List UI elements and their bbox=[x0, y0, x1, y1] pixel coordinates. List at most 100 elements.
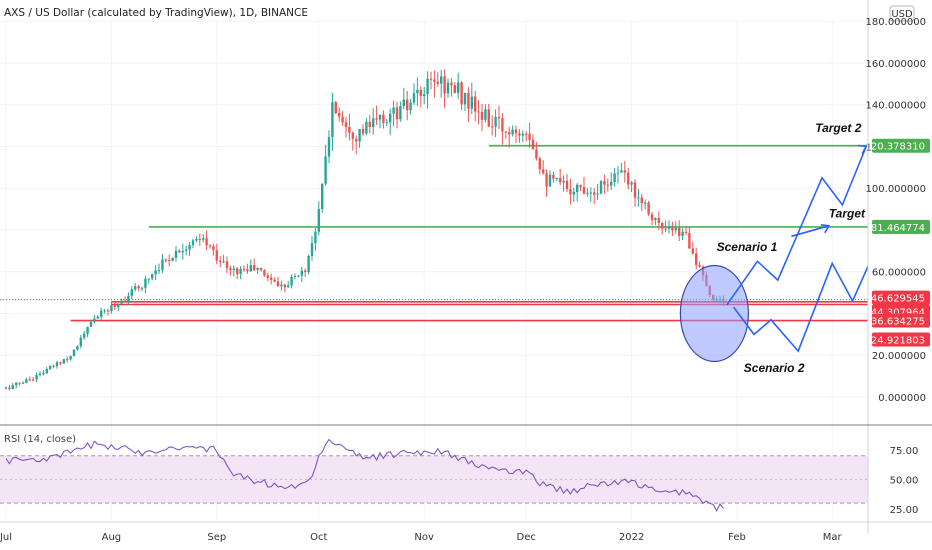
y-tick-label: 100.000000 bbox=[866, 184, 926, 195]
candle-up bbox=[572, 191, 575, 195]
candle-up bbox=[630, 182, 633, 185]
candle-down bbox=[504, 131, 507, 133]
candle-up bbox=[117, 303, 120, 308]
y-tick-label: 0.000000 bbox=[878, 393, 926, 404]
candle-up bbox=[307, 255, 310, 273]
level-tag bbox=[872, 219, 930, 234]
candle-up bbox=[188, 245, 191, 250]
y-tick-label: 140.000000 bbox=[866, 101, 926, 112]
candle-up bbox=[616, 172, 620, 174]
scenario-2-label: Scenario 2 bbox=[744, 361, 805, 375]
candle-up bbox=[586, 192, 589, 194]
candle-up bbox=[681, 231, 684, 236]
candle-down bbox=[579, 184, 582, 188]
candle-down bbox=[695, 253, 698, 265]
y-tick-label: 180.000000 bbox=[866, 17, 926, 28]
candle-down bbox=[678, 227, 681, 236]
candle-up bbox=[42, 373, 45, 375]
scenario-1-arrow-target-1 bbox=[791, 225, 830, 238]
candle-up bbox=[358, 129, 361, 142]
candle-up bbox=[470, 96, 473, 109]
candle-down bbox=[106, 310, 110, 312]
candle-up bbox=[100, 310, 103, 317]
candle-down bbox=[8, 387, 11, 390]
candle-down bbox=[480, 111, 484, 120]
candle-down bbox=[253, 265, 256, 270]
candle-down bbox=[368, 121, 371, 127]
candle-down bbox=[341, 116, 344, 123]
level-tag bbox=[872, 313, 930, 328]
candle-up bbox=[232, 268, 235, 271]
level-tag bbox=[872, 290, 930, 305]
candle-down bbox=[236, 268, 239, 274]
candle-down bbox=[270, 277, 273, 280]
candle-up bbox=[317, 209, 320, 232]
x-tick-label: Mar bbox=[823, 532, 843, 543]
candle-up bbox=[521, 133, 524, 136]
target-1-label: Target 1 bbox=[829, 206, 876, 220]
candle-up bbox=[440, 76, 443, 84]
scenario-circle bbox=[679, 264, 750, 363]
candle-up bbox=[11, 385, 14, 390]
scenario-1-label: Scenario 1 bbox=[717, 240, 778, 254]
candle-up bbox=[385, 122, 388, 124]
x-tick-label: Aug bbox=[102, 532, 122, 543]
level-tag-label: 120.378310 bbox=[865, 142, 925, 153]
candle-up bbox=[49, 365, 52, 369]
candle-down bbox=[198, 238, 201, 240]
candle-down bbox=[698, 264, 701, 267]
candle-up bbox=[457, 82, 460, 93]
candle-down bbox=[433, 79, 436, 82]
candle-down bbox=[535, 149, 538, 159]
candle-down bbox=[661, 222, 664, 229]
x-tick-label: Jul bbox=[0, 532, 12, 543]
candle-up bbox=[293, 276, 297, 278]
candle-up bbox=[463, 92, 467, 105]
level-tag-label: 81.464774 bbox=[871, 223, 925, 234]
candle-down bbox=[657, 218, 660, 223]
candle-up bbox=[55, 362, 59, 367]
level-tag-label: 46.629545 bbox=[871, 294, 925, 305]
candle-up bbox=[327, 137, 331, 157]
candle-down bbox=[229, 268, 232, 271]
candle-up bbox=[15, 382, 18, 386]
candle-down bbox=[66, 359, 69, 361]
candle-up bbox=[314, 231, 317, 244]
candle-up bbox=[161, 259, 164, 271]
candle-down bbox=[688, 232, 691, 249]
candle-down bbox=[671, 226, 674, 231]
candle-up bbox=[86, 326, 89, 334]
candlestick-series bbox=[4, 69, 725, 391]
candle-up bbox=[409, 102, 412, 111]
candle-down bbox=[304, 270, 307, 273]
candle-down bbox=[344, 122, 348, 127]
candle-up bbox=[310, 243, 314, 256]
candle-down bbox=[593, 192, 596, 195]
candle-down bbox=[623, 170, 626, 173]
candle-up bbox=[171, 257, 174, 261]
candle-up bbox=[416, 89, 419, 94]
candle-down bbox=[212, 246, 215, 251]
candle-down bbox=[168, 260, 171, 262]
rsi-label: RSI (14, close) bbox=[4, 434, 76, 445]
candle-down bbox=[460, 82, 463, 105]
candle-up bbox=[596, 193, 599, 195]
candle-up bbox=[300, 270, 303, 276]
candle-up bbox=[93, 318, 96, 322]
candle-up bbox=[562, 180, 565, 183]
y-tick-label: 60.000000 bbox=[872, 268, 926, 279]
candle-down bbox=[164, 259, 167, 261]
candle-up bbox=[287, 285, 290, 288]
candle-down bbox=[348, 126, 351, 133]
candle-up bbox=[576, 184, 579, 192]
candle-up bbox=[321, 183, 324, 210]
candle-down bbox=[443, 76, 446, 94]
candle-down bbox=[429, 78, 433, 80]
candle-up bbox=[191, 240, 195, 246]
candle-down bbox=[137, 286, 140, 289]
candle-up bbox=[423, 94, 426, 96]
candle-down bbox=[569, 189, 572, 195]
candle-up bbox=[69, 355, 72, 360]
